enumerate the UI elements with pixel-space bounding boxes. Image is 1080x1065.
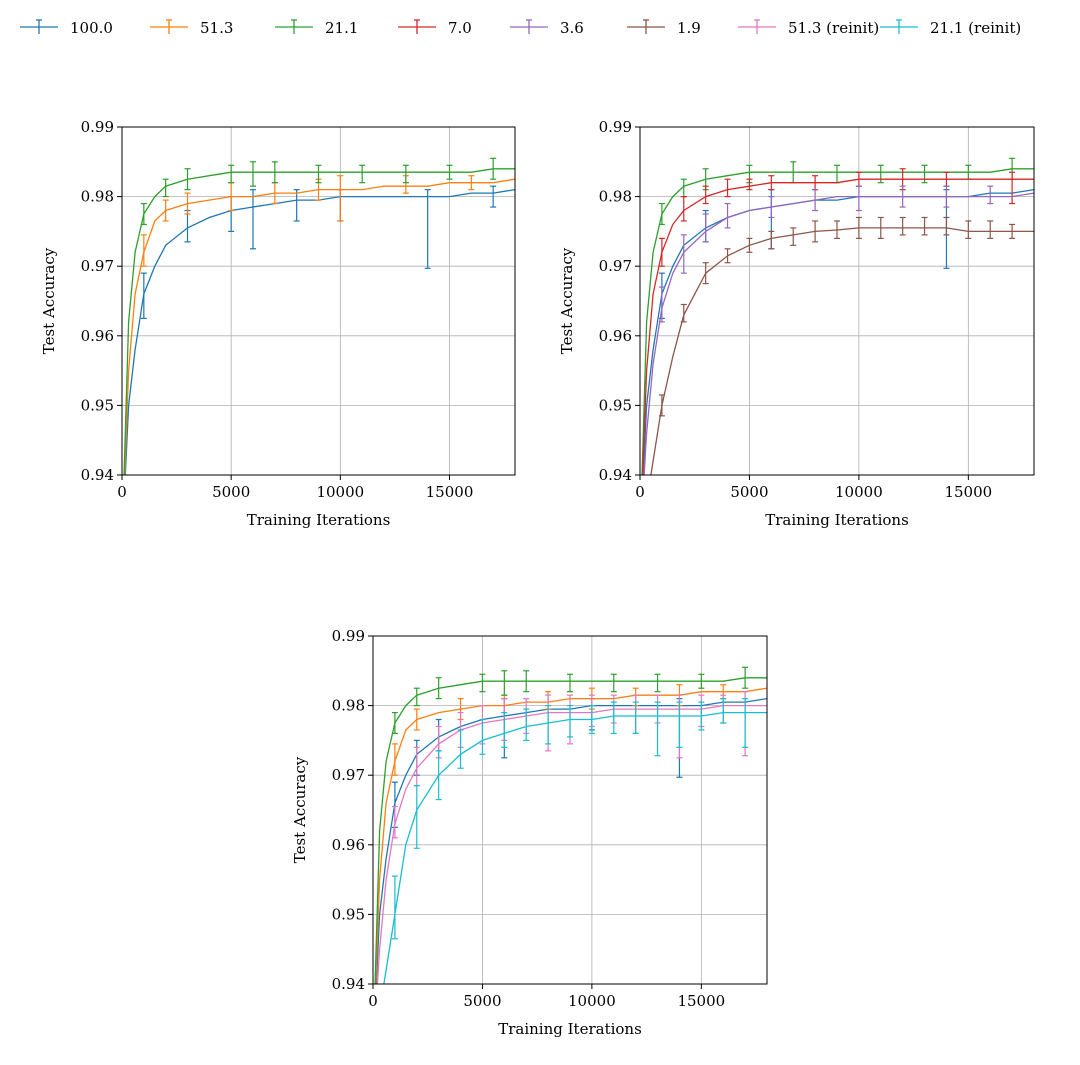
legend-label: 100.0 <box>70 19 113 37</box>
chart-bottom: 0 5000 10000 15000 0.94 0.95 0.96 0.97 0.98 0.99 T… <box>270 610 810 1061</box>
legend-entry: 7.0 <box>398 19 472 37</box>
legend-entry: 100.0 <box>20 19 113 37</box>
plot-frame <box>121 126 516 476</box>
series-line <box>643 192 1034 475</box>
legend-svg: 100.0 51.3 21.1 7.0 3.6 1.9 51.3 (reinit) 21.1 … <box>20 19 1021 37</box>
legend-label: 21.1 <box>325 19 358 37</box>
y-tick-label: 0.98 <box>599 188 632 206</box>
x-axis-label: Training Iterations <box>765 511 909 529</box>
y-tick-label: 0.97 <box>599 257 632 275</box>
series-21-1-reinit- <box>383 698 767 984</box>
legend: 100.0 51.3 21.1 7.0 3.6 1.9 51.3 (reinit) 21.1 … <box>0 8 1080 48</box>
y-tick-label: 0.96 <box>599 327 632 345</box>
y-axis-label: Test Accuracy <box>40 247 58 354</box>
y-tick-label: 0.97 <box>332 766 365 784</box>
y-tick-label: 0.94 <box>332 975 365 993</box>
x-tick-label: 10000 <box>316 483 364 501</box>
y-tick-label: 0.99 <box>81 118 114 136</box>
legend-entry: 1.9 <box>627 19 701 37</box>
x-tick-label: 15000 <box>944 483 992 501</box>
y-tick-label: 0.99 <box>599 118 632 136</box>
chart-top-right-svg: 0 5000 10000 15000 0.94 0.95 0.96 0.97 0.98 0.99 T… <box>558 118 1035 529</box>
series-line <box>641 168 1034 475</box>
y-tick-label: 0.96 <box>81 327 114 345</box>
y-tick-label: 0.99 <box>332 627 365 645</box>
chart-top-right: 0 5000 10000 15000 0.94 0.95 0.96 0.97 0.98 0.99 T… <box>540 100 1080 560</box>
series-line <box>123 168 515 475</box>
x-tick-label: 10000 <box>835 483 883 501</box>
series-line <box>124 188 515 475</box>
y-tick-label: 0.95 <box>332 905 365 923</box>
series-line <box>374 687 767 984</box>
series-line <box>375 697 767 984</box>
plot-area <box>123 157 515 475</box>
series-7-0 <box>641 168 1034 475</box>
chart-bottom-svg: 0 5000 10000 15000 0.94 0.95 0.96 0.97 0.98 0.99 T… <box>291 627 768 1038</box>
x-tick-label: 0 <box>368 992 378 1010</box>
x-tick-label: 15000 <box>426 483 474 501</box>
x-tick-label: 5000 <box>212 483 250 501</box>
y-axis-label: Test Accuracy <box>558 247 576 354</box>
series-21-1 <box>374 666 767 984</box>
x-tick-label: 5000 <box>730 483 768 501</box>
series-line <box>376 704 767 984</box>
y-tick-label: 0.95 <box>599 396 632 414</box>
y-tick-label: 0.95 <box>81 396 114 414</box>
legend-entry: 21.1 (reinit) <box>880 19 1021 37</box>
legend-label: 21.1 (reinit) <box>930 19 1021 37</box>
x-tick-label: 5000 <box>463 992 501 1010</box>
plot-area <box>374 666 767 984</box>
y-tick-label: 0.98 <box>332 697 365 715</box>
x-axis-label: Training Iterations <box>498 1020 642 1038</box>
legend-label: 51.3 <box>200 19 233 37</box>
plot-frame <box>372 635 768 985</box>
series-line <box>641 178 1034 475</box>
legend-entry: 21.1 <box>275 19 358 37</box>
series-51-3 <box>123 175 515 475</box>
y-tick-label: 0.94 <box>81 466 114 484</box>
legend-label: 3.6 <box>560 19 584 37</box>
y-tick-label: 0.98 <box>81 188 114 206</box>
chart-top-left-svg: 0 5000 10000 15000 0.94 0.95 0.96 0.97 0.98 0.99 T… <box>40 118 516 529</box>
x-tick-label: 10000 <box>568 992 616 1010</box>
y-axis-label: Test Accuracy <box>291 756 309 863</box>
series-line <box>374 677 767 984</box>
legend-entry: 51.3 <box>150 19 233 37</box>
legend-label: 1.9 <box>677 19 701 37</box>
x-axis-label: Training Iterations <box>247 511 391 529</box>
x-tick-label: 0 <box>117 483 127 501</box>
y-tick-label: 0.94 <box>599 466 632 484</box>
legend-label: 7.0 <box>448 19 472 37</box>
legend-entry: 3.6 <box>510 19 584 37</box>
y-tick-label: 0.96 <box>332 836 365 854</box>
series-3-6 <box>643 185 1034 475</box>
legend-label: 51.3 (reinit) <box>788 19 879 37</box>
x-tick-label: 0 <box>635 483 645 501</box>
plot-frame <box>639 126 1035 476</box>
plot-area <box>641 157 1034 475</box>
series-1-9 <box>650 216 1034 475</box>
series-line <box>123 178 515 475</box>
series-21-1 <box>123 157 515 475</box>
legend-entry: 51.3 (reinit) <box>738 19 879 37</box>
y-tick-label: 0.97 <box>81 257 114 275</box>
x-tick-label: 15000 <box>677 992 725 1010</box>
chart-top-left: 0 5000 10000 15000 0.94 0.95 0.96 0.97 0.98 0.99 T… <box>0 100 540 560</box>
